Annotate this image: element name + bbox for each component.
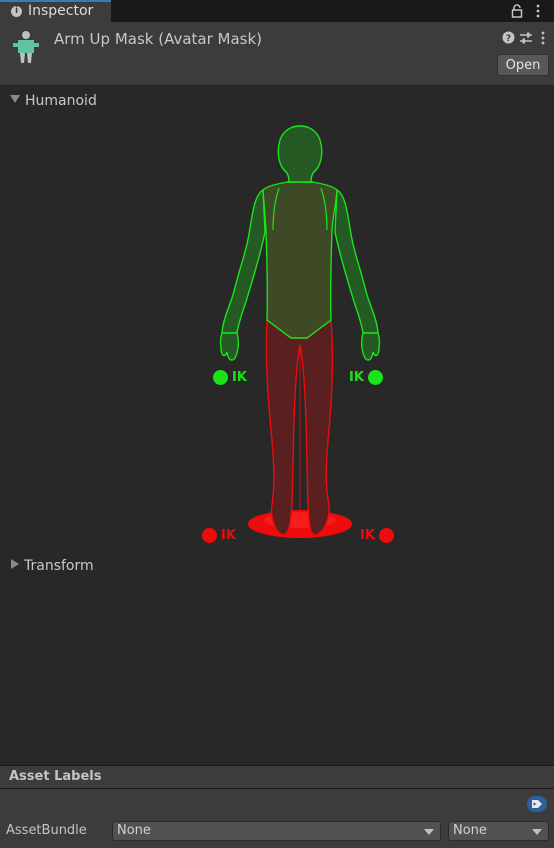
left-foot-ik-toggle[interactable] bbox=[202, 528, 217, 543]
humanoid-label: Humanoid bbox=[25, 93, 97, 109]
asset-labels-title: Asset Labels bbox=[9, 769, 102, 784]
dropdown-arrow-icon bbox=[532, 829, 542, 835]
humanoid-foldout[interactable]: Humanoid bbox=[10, 93, 97, 109]
svg-text:?: ? bbox=[506, 34, 511, 44]
asset-title: Arm Up Mask (Avatar Mask) bbox=[54, 30, 263, 48]
right-hand-part[interactable] bbox=[360, 332, 381, 361]
tab-inspector[interactable]: i Inspector bbox=[0, 0, 111, 22]
left-hand-part[interactable] bbox=[219, 332, 240, 361]
help-icon[interactable]: ? bbox=[502, 31, 515, 44]
head-part[interactable] bbox=[277, 125, 323, 183]
info-icon: i bbox=[11, 6, 22, 17]
transform-foldout[interactable]: Transform bbox=[10, 558, 94, 574]
asset-bundle-variant-value: None bbox=[453, 823, 487, 838]
preset-icon[interactable] bbox=[519, 31, 533, 45]
left-hand-ik-toggle[interactable] bbox=[213, 370, 228, 385]
dropdown-arrow-icon bbox=[424, 829, 434, 835]
left-foot-ik-label: IK bbox=[221, 528, 236, 543]
right-hand-ik-label: IK bbox=[349, 370, 364, 385]
right-hand-ik-toggle[interactable] bbox=[368, 370, 383, 385]
right-foot-ik-toggle[interactable] bbox=[379, 528, 394, 543]
body-part[interactable] bbox=[262, 181, 338, 339]
asset-bundle-variant-dropdown[interactable]: None bbox=[448, 821, 549, 841]
tag-icon[interactable] bbox=[527, 796, 547, 812]
inspector-header: Arm Up Mask (Avatar Mask) ? Open bbox=[0, 22, 554, 86]
asset-labels-header[interactable]: Asset Labels bbox=[0, 765, 554, 789]
right-arm-part[interactable] bbox=[334, 188, 379, 334]
asset-bundle-name-dropdown[interactable]: None bbox=[112, 821, 441, 841]
asset-bundle-name-value: None bbox=[117, 823, 151, 838]
tab-label: Inspector bbox=[28, 3, 94, 19]
left-arm-part[interactable] bbox=[221, 188, 266, 334]
open-button[interactable]: Open bbox=[497, 54, 549, 76]
tab-bar: i Inspector bbox=[0, 0, 554, 22]
kebab-menu-icon[interactable] bbox=[540, 31, 546, 45]
transform-label: Transform bbox=[24, 558, 94, 574]
collapsed-arrow-icon bbox=[11, 559, 19, 569]
left-hand-ik-label: IK bbox=[232, 370, 247, 385]
avatar-mask-icon bbox=[13, 31, 39, 63]
legs-part[interactable] bbox=[265, 318, 334, 536]
expanded-arrow-icon bbox=[10, 95, 20, 103]
kebab-menu-icon[interactable] bbox=[535, 4, 541, 18]
right-foot-ik-label: IK bbox=[360, 528, 375, 543]
asset-bundle-label: AssetBundle bbox=[6, 823, 87, 838]
lock-icon[interactable] bbox=[511, 4, 523, 18]
humanoid-figure bbox=[219, 125, 381, 538]
asset-labels-panel: AssetBundle None None bbox=[0, 789, 554, 848]
